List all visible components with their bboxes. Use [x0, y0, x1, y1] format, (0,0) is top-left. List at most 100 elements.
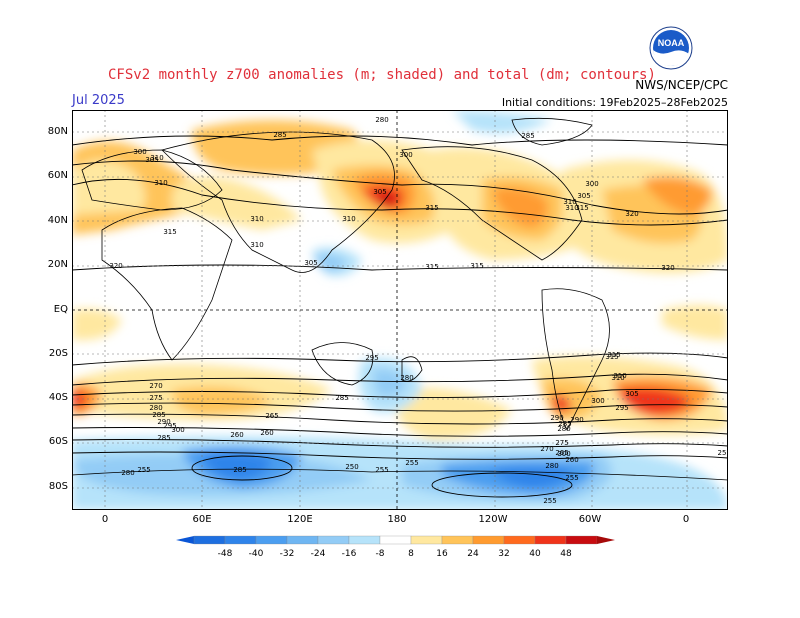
contour-label: 315: [575, 204, 588, 212]
contour-label: 320: [109, 262, 122, 270]
colorbar-box: [472, 535, 505, 545]
colorbar-box: [441, 535, 474, 545]
contour-label: 270: [540, 445, 553, 453]
colorbar-label: 8: [408, 549, 414, 559]
colorbar-box: [193, 535, 226, 545]
contour-label: 295: [615, 404, 628, 412]
contour-label: 255: [137, 466, 150, 474]
contour-label: 280: [400, 374, 413, 382]
contour-label: 315: [163, 228, 176, 236]
contour-label: 310: [613, 372, 626, 380]
contour-label: 280: [557, 425, 570, 433]
colorbar-label: -16: [342, 549, 357, 559]
lat-label: 20N: [47, 259, 68, 270]
contour-label: 285: [273, 131, 286, 139]
lat-label: 40S: [48, 392, 68, 403]
contour-label: 285: [152, 411, 165, 419]
lon-label: 60W: [578, 514, 602, 525]
contour-label: 310: [342, 215, 355, 223]
contour-label: 255: [405, 459, 418, 467]
main-grid-lines: [72, 110, 728, 510]
initial-conditions: Initial conditions: 19Feb2025–28Feb2025: [501, 96, 728, 109]
contour-label: 315: [425, 263, 438, 271]
colorbar-label: 32: [498, 549, 509, 559]
contour-label: 285: [558, 420, 571, 428]
contour-label: 300: [171, 426, 184, 434]
contour-label: 320: [625, 210, 638, 218]
lat-label: 80N: [47, 126, 68, 137]
contour-label: 300: [557, 450, 570, 458]
anomaly-map: 2802852853003053103103153103103053103153…: [72, 110, 728, 510]
contour-label: 265: [555, 449, 568, 457]
contour-label: 310: [150, 154, 163, 162]
contour-label: 260: [260, 429, 273, 437]
contour-label: 260: [565, 456, 578, 464]
contour-label: 290: [550, 414, 563, 422]
contour-label: 270: [149, 382, 162, 390]
colorbar-box: [410, 535, 443, 545]
contour-label: 305: [304, 259, 317, 267]
colorbar-max-arrow: [597, 536, 615, 544]
contour-label: 255: [565, 474, 578, 482]
colorbar-label: 48: [560, 549, 572, 559]
colorbar-label: -48: [218, 549, 233, 559]
colorbar-box: [317, 535, 350, 545]
contour-label: 315: [605, 353, 618, 361]
height-contours: [72, 135, 728, 498]
colorbar-box: [379, 535, 412, 545]
lon-label: 120W: [478, 514, 508, 525]
contour-label: 275: [555, 439, 568, 447]
contour-label: 275: [149, 394, 162, 402]
contour-label: 295: [365, 354, 378, 362]
contour-label: 315: [425, 204, 438, 212]
colorbar-labels: -48 -40 -32 -24 -16 -8 8 16 24 32 40 48: [218, 549, 572, 559]
contour-label: 285: [233, 466, 246, 474]
colorbar-label: 16: [436, 549, 448, 559]
colorbar-min-arrow: [176, 536, 194, 544]
contour-label: 305: [373, 188, 386, 196]
contour-label: 285: [157, 434, 170, 442]
lon-label: 180: [387, 514, 407, 525]
lat-label: 60S: [48, 436, 68, 447]
map-frame: [72, 110, 728, 510]
colorbar-label: -32: [280, 549, 295, 559]
contour-label: 295: [163, 422, 176, 430]
contour-label: 280: [375, 116, 388, 124]
contour-label: 305: [145, 156, 158, 164]
contour-label: 290: [157, 418, 170, 426]
contour-label: 290: [570, 416, 583, 424]
forecast-month: Jul 2025: [72, 93, 125, 108]
agency-label: NWS/NCEP/CPC: [635, 78, 728, 92]
svg-text:NOAA: NOAA: [658, 38, 685, 48]
map-title: CFSv2 monthly z700 anomalies (m; shaded)…: [108, 67, 656, 83]
contour-label: 255: [543, 497, 556, 505]
colorbar-label: -40: [249, 549, 264, 559]
lat-label: 40N: [47, 215, 68, 226]
colorbar-box: [286, 535, 319, 545]
colorbar-label: -24: [311, 549, 326, 559]
lon-label: 0: [101, 514, 109, 525]
contour-label: 300: [585, 180, 598, 188]
contour-label: 250: [345, 463, 358, 471]
lat-label: 80S: [48, 481, 68, 492]
contour-label: 300: [133, 148, 146, 156]
contour-label: 285: [335, 394, 348, 402]
contour-label: 285: [521, 132, 534, 140]
lon-label: 120E: [287, 514, 313, 525]
contour-label: 305: [625, 390, 638, 398]
contour-label: 260: [230, 431, 243, 439]
contour-label: 280: [149, 404, 162, 412]
contour-label: 300: [399, 151, 412, 159]
colorbar-box: [565, 535, 598, 545]
colorbar-box: [224, 535, 257, 545]
contour-label: 310: [250, 241, 263, 249]
contour-label: 310: [565, 204, 578, 212]
colorbar-label: 40: [529, 549, 541, 559]
contour-label: 315: [607, 351, 620, 359]
contour-label: 265: [265, 412, 278, 420]
contour-label: 320: [661, 264, 674, 272]
contour-label: 280: [121, 469, 134, 477]
lat-label: 20S: [48, 348, 68, 359]
contour-labels: 2802852853003053103103153103103053103153…: [109, 116, 726, 505]
colorbar-box: [255, 535, 288, 545]
